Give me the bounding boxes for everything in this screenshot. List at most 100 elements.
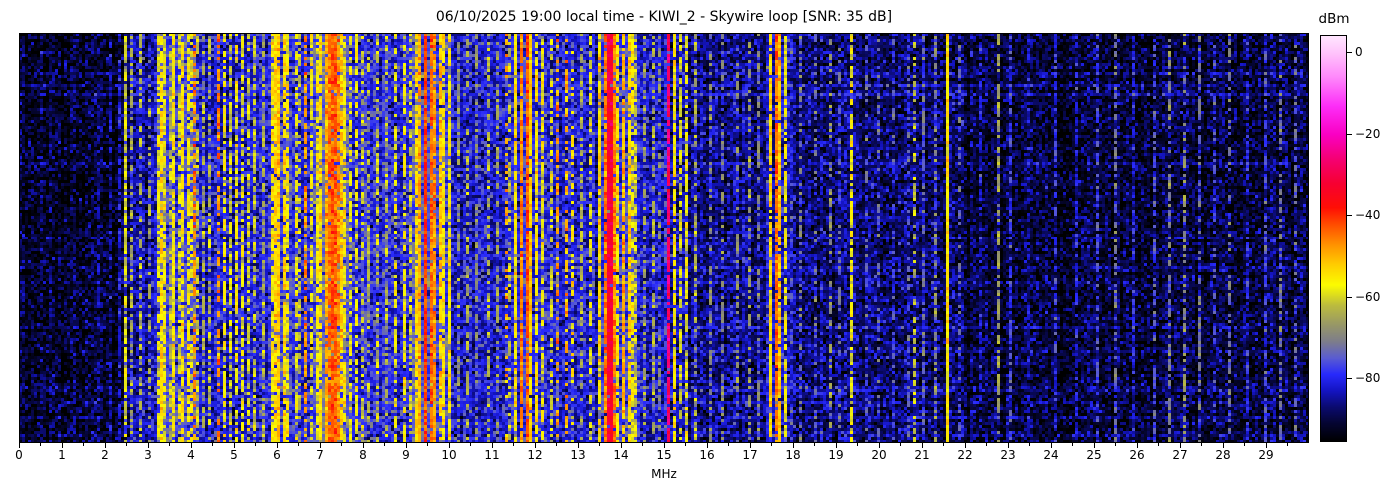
x-tick	[1093, 443, 1095, 448]
x-tick	[1179, 443, 1181, 448]
x-tick	[835, 443, 837, 448]
x-tick-label: 15	[656, 448, 672, 462]
colorbar-tick	[1347, 52, 1352, 54]
colorbar-tick-label: −40	[1355, 208, 1381, 223]
x-axis-title: MHz	[651, 467, 677, 481]
x-minor-tick	[384, 443, 385, 446]
x-minor-tick	[126, 443, 127, 446]
x-tick	[878, 443, 880, 448]
colorbar-canvas	[1320, 35, 1347, 442]
x-tick-label: 18	[785, 448, 801, 462]
x-minor-tick	[40, 443, 41, 446]
x-minor-tick	[470, 443, 471, 446]
x-minor-tick	[556, 443, 557, 446]
x-tick-label: 29	[1258, 448, 1274, 462]
x-tick	[1136, 443, 1138, 448]
x-tick-label: 21	[914, 448, 930, 462]
colorbar-tick	[1347, 378, 1352, 380]
x-tick-label: 6	[273, 448, 281, 462]
x-tick	[792, 443, 794, 448]
x-tick-label: 19	[828, 448, 844, 462]
x-tick	[104, 443, 106, 448]
x-tick	[1265, 443, 1267, 448]
x-minor-tick	[83, 443, 84, 446]
x-minor-tick	[814, 443, 815, 446]
x-tick-label: 25	[1086, 448, 1102, 462]
colorbar-tick	[1347, 215, 1352, 217]
x-tick	[233, 443, 235, 448]
x-minor-tick	[341, 443, 342, 446]
x-tick	[491, 443, 493, 448]
spectrogram-canvas	[19, 33, 1309, 443]
x-tick	[276, 443, 278, 448]
x-minor-tick	[513, 443, 514, 446]
x-tick-label: 1	[58, 448, 66, 462]
x-tick-label: 10	[441, 448, 457, 462]
x-minor-tick	[943, 443, 944, 446]
x-minor-tick	[255, 443, 256, 446]
colorbar-tick	[1347, 133, 1352, 135]
x-minor-tick	[599, 443, 600, 446]
x-tick-label: 11	[484, 448, 500, 462]
x-tick	[147, 443, 149, 448]
x-tick-label: 16	[699, 448, 715, 462]
x-tick	[1050, 443, 1052, 448]
x-tick	[319, 443, 321, 448]
x-tick	[706, 443, 708, 448]
x-tick	[577, 443, 579, 448]
x-tick	[534, 443, 536, 448]
x-minor-tick	[1029, 443, 1030, 446]
x-minor-tick	[728, 443, 729, 446]
x-minor-tick	[900, 443, 901, 446]
x-tick	[964, 443, 966, 448]
x-minor-tick	[771, 443, 772, 446]
x-minor-tick	[1287, 443, 1288, 446]
x-minor-tick	[1115, 443, 1116, 446]
colorbar-tick-label: −60	[1355, 289, 1381, 304]
colorbar-tick	[1347, 296, 1352, 298]
x-tick-label: 27	[1172, 448, 1188, 462]
colorbar-tick-label: −20	[1355, 126, 1381, 141]
x-tick-label: 14	[613, 448, 629, 462]
x-minor-tick	[169, 443, 170, 446]
x-minor-tick	[642, 443, 643, 446]
x-tick-label: 26	[1129, 448, 1145, 462]
x-minor-tick	[298, 443, 299, 446]
x-tick	[18, 443, 20, 448]
x-tick-label: 3	[144, 448, 152, 462]
x-tick	[1007, 443, 1009, 448]
x-tick-label: 28	[1215, 448, 1231, 462]
colorbar-tick-label: 0	[1355, 45, 1363, 60]
x-tick	[1222, 443, 1224, 448]
x-tick-label: 2	[101, 448, 109, 462]
x-tick	[749, 443, 751, 448]
x-tick-label: 8	[359, 448, 367, 462]
x-tick	[448, 443, 450, 448]
x-minor-tick	[1244, 443, 1245, 446]
x-tick	[921, 443, 923, 448]
x-tick	[663, 443, 665, 448]
chart-title: 06/10/2025 19:00 local time - KIWI_2 - S…	[435, 9, 893, 25]
x-minor-tick	[1072, 443, 1073, 446]
x-minor-tick	[685, 443, 686, 446]
colorbar-tick-label: −80	[1355, 371, 1381, 386]
x-tick	[362, 443, 364, 448]
x-tick	[620, 443, 622, 448]
x-tick-label: 0	[15, 448, 23, 462]
x-minor-tick	[1201, 443, 1202, 446]
x-tick-label: 7	[316, 448, 324, 462]
x-minor-tick	[427, 443, 428, 446]
x-tick-label: 4	[187, 448, 195, 462]
x-tick-label: 12	[527, 448, 543, 462]
x-minor-tick	[986, 443, 987, 446]
colorbar-title: dBm	[1318, 11, 1350, 27]
x-minor-tick	[857, 443, 858, 446]
x-tick-label: 23	[1000, 448, 1016, 462]
x-tick-label: 17	[742, 448, 758, 462]
x-tick-label: 13	[570, 448, 586, 462]
x-tick-label: 24	[1043, 448, 1059, 462]
x-tick	[405, 443, 407, 448]
x-tick-label: 5	[230, 448, 238, 462]
x-minor-tick	[212, 443, 213, 446]
